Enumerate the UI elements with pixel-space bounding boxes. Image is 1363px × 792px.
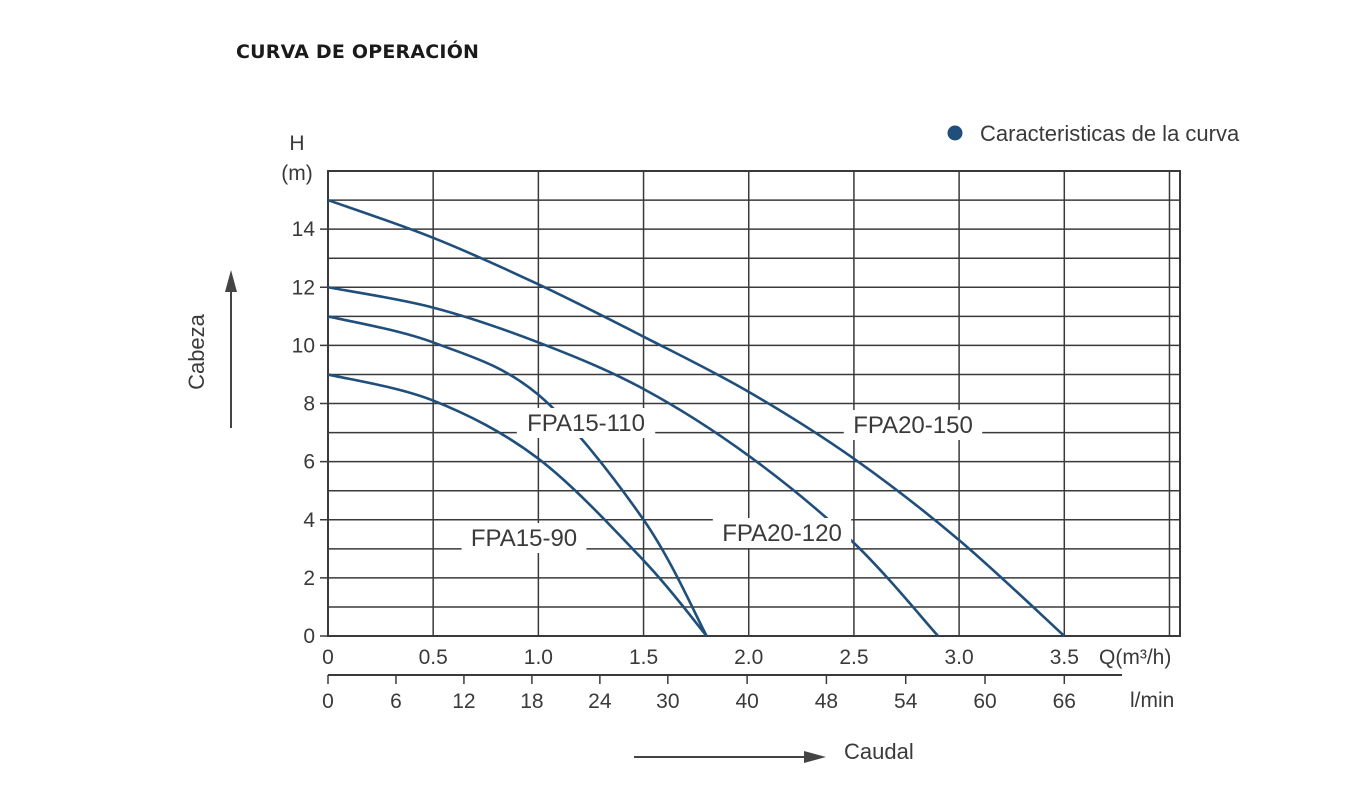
chart-grid [327, 170, 1181, 637]
x2-tick-label: 40 [735, 690, 758, 713]
y-tick-label: 14 [292, 218, 316, 241]
axis-direction-labels: Cabeza Caudal [184, 270, 914, 764]
y-tick-label: 6 [303, 451, 315, 474]
y-tick-label: 2 [303, 567, 315, 590]
y-tick-label: 10 [292, 334, 315, 357]
y-tick-label: 0 [303, 625, 315, 648]
series-label-bg [516, 408, 656, 438]
x-tick-label: 2.0 [734, 646, 763, 669]
page-title: CURVA DE OPERACIÓN [236, 41, 480, 63]
chart-curves [327, 198, 1066, 637]
x-tick-label: 0.5 [419, 646, 448, 669]
series-line [327, 198, 1066, 637]
y-tick-label: 8 [303, 393, 315, 416]
x-tick-label: 0 [322, 646, 334, 669]
x-tick-label: 1.0 [524, 646, 553, 669]
x2-tick-label: 12 [452, 690, 475, 713]
series-line [327, 373, 708, 637]
y-direction-arrowhead-icon [225, 270, 237, 292]
x2-tick-label: 54 [894, 690, 918, 713]
series-label-bg [843, 410, 983, 440]
y-axis-label-h: H [289, 132, 304, 155]
x-axis-unit-q: Q(m³/h) [1099, 646, 1171, 669]
y-side-label: Cabeza [184, 313, 209, 390]
x2-tick-label: 66 [1053, 690, 1076, 713]
y-tick-label: 4 [303, 509, 315, 532]
x2-tick-label: 48 [815, 690, 838, 713]
x-tick-label: 2.5 [839, 646, 868, 669]
x2-tick-label: 30 [656, 690, 679, 713]
x2-tick-label: 60 [973, 690, 996, 713]
series-label: FPA20-150 [853, 412, 973, 439]
series-label: FPA15-90 [471, 525, 577, 552]
series-line [327, 315, 708, 637]
y-axis-label-unit: (m) [281, 162, 312, 185]
x2-tick-label: 0 [322, 690, 334, 713]
x-caption: Caudal [844, 739, 914, 764]
x-direction-arrowhead-icon [804, 751, 826, 763]
x-axis-unit-lmin: l/min [1130, 689, 1174, 712]
x-tick-label: 1.5 [629, 646, 658, 669]
series-label-bg [712, 518, 852, 548]
series-label: FPA15-110 [527, 410, 645, 437]
x-tick-label: 3.0 [945, 646, 974, 669]
chart-legend: Caracteristicas de la curva [947, 121, 1240, 146]
x-tick-label: 3.5 [1050, 646, 1079, 669]
series-label-bg [461, 523, 587, 553]
legend-dot-icon [947, 125, 963, 141]
series-label: FPA20-120 [722, 520, 842, 547]
series-line [327, 285, 940, 637]
x2-tick-label: 18 [520, 690, 543, 713]
chart-series-labels: FPA20-150 FPA20-120 FPA15-110 FPA15-90 [461, 408, 983, 553]
x2-tick-label: 24 [588, 690, 612, 713]
x2-tick-label: 6 [390, 690, 402, 713]
legend-label: Caracteristicas de la curva [980, 121, 1240, 146]
y-tick-label: 12 [292, 276, 315, 299]
